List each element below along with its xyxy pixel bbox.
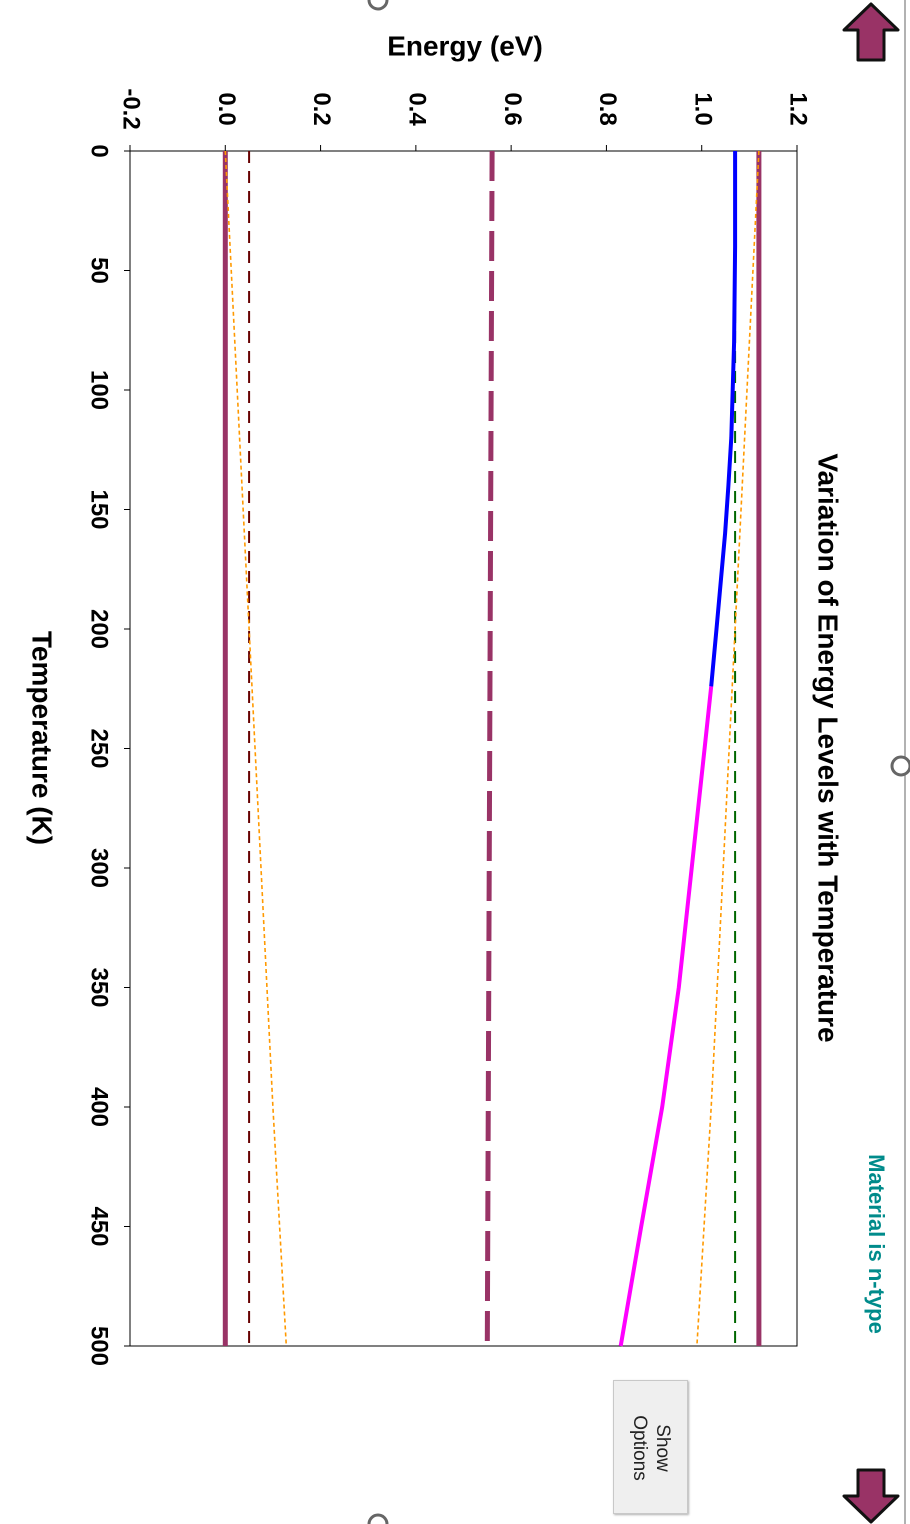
- series-layer: [222, 150, 762, 1347]
- x-tick-label: 350: [86, 967, 113, 1007]
- show-options-label-line1: Show: [652, 1424, 673, 1472]
- plot-area: 0 50 100 150 200 250 300 350 400 450 500 -0.2 0.0 0.…: [86, 88, 812, 1366]
- y-tick-label: 0.0: [213, 92, 240, 125]
- y-tick-label: 0.4: [404, 92, 431, 126]
- resize-handle-icon[interactable]: [367, 0, 389, 11]
- y-tick-label: -0.2: [118, 88, 145, 129]
- x-axis-title: Temperature (K): [27, 631, 58, 845]
- y-tick-label: 1.0: [689, 92, 716, 125]
- resize-handle-icon[interactable]: [890, 755, 910, 777]
- series-line-7: [696, 150, 760, 1347]
- x-tick-label: 300: [86, 848, 113, 888]
- show-options-button[interactable]: Show Options: [613, 1380, 688, 1514]
- y-axis-title: Energy (eV): [387, 30, 543, 61]
- x-tick-label: 50: [86, 257, 113, 284]
- series-line-6: [224, 150, 288, 1347]
- x-tick-label: 500: [86, 1326, 113, 1366]
- series-line-9: [618, 686, 714, 1347]
- x-tick-label: 150: [86, 489, 113, 529]
- chart-title: Variation of Energy Levels with Temperat…: [813, 453, 844, 1042]
- show-options-label-line2: Options: [629, 1415, 650, 1481]
- down-arrow-button[interactable]: [842, 1468, 900, 1524]
- y-tick-label: 0.6: [499, 92, 526, 125]
- y-tick-label: 0.8: [594, 92, 621, 125]
- y-tick-label: 1.2: [785, 92, 812, 125]
- down-arrow-icon: [842, 1468, 900, 1524]
- y-ticks: -0.2 0.0 0.2 0.4 0.6 0.8 1.0 1.2: [118, 88, 812, 151]
- x-tick-label: 100: [86, 370, 113, 410]
- up-arrow-icon: [842, 2, 900, 62]
- y-tick-label: 0.2: [308, 92, 335, 125]
- material-status-label: Material is n-type: [864, 1154, 889, 1334]
- series-line-8: [709, 151, 738, 687]
- x-tick-label: 250: [86, 728, 113, 768]
- plot-frame: [129, 150, 798, 1347]
- resize-handle-icon[interactable]: [367, 1513, 389, 1524]
- x-tick-label: 0: [86, 144, 113, 157]
- x-tick-label: 200: [86, 609, 113, 649]
- up-arrow-button[interactable]: [842, 2, 900, 62]
- x-ticks: 0 50 100 150 200 250 300 350 400 450 500: [86, 144, 130, 1366]
- x-tick-label: 400: [86, 1087, 113, 1127]
- x-tick-label: 450: [86, 1206, 113, 1246]
